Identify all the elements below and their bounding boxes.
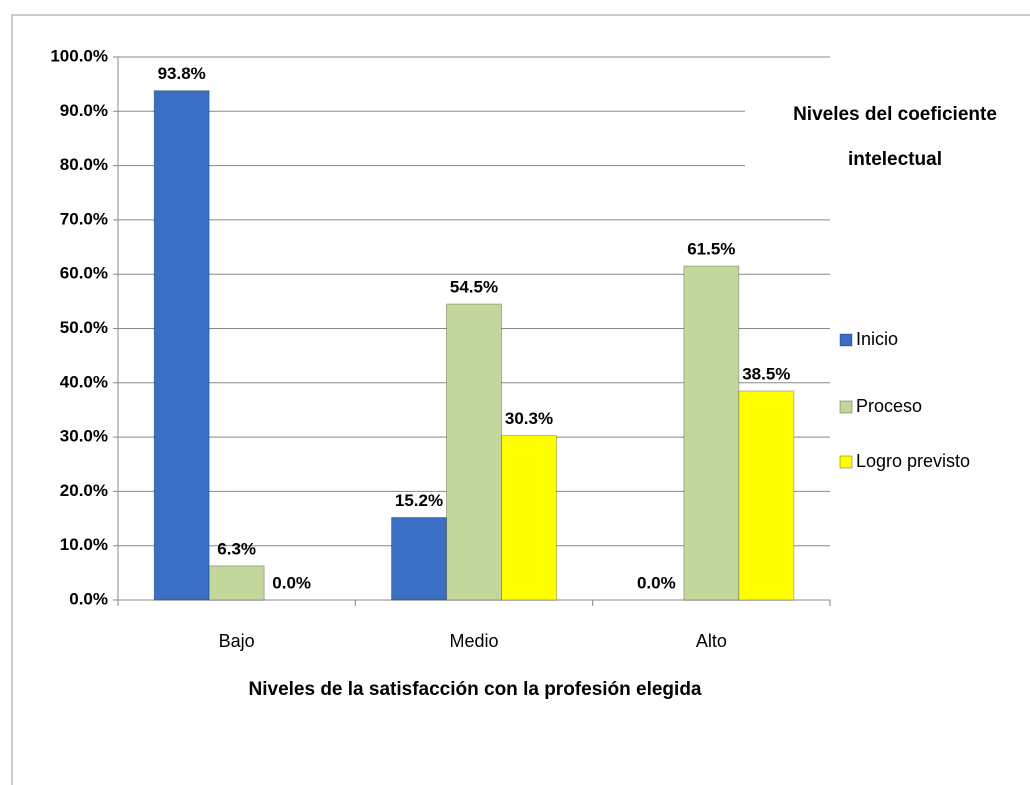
bar xyxy=(391,516,447,601)
legend-swatch xyxy=(839,455,853,469)
y-tick-label: 30.0% xyxy=(60,427,108,446)
legend-swatch xyxy=(839,333,853,347)
y-tick-label: 100.0% xyxy=(50,46,108,65)
y-tick-label: 90.0% xyxy=(60,101,108,120)
legend-label: Logro previsto xyxy=(856,451,970,471)
value-label: 15.2% xyxy=(395,491,443,510)
x-tick-label: Bajo xyxy=(219,631,255,651)
x-tick-label: Medio xyxy=(449,631,498,651)
legend-title: Niveles del coeficiente intelectual xyxy=(745,92,1030,182)
y-tick-label: 0.0% xyxy=(69,589,108,608)
value-label: 0.0% xyxy=(637,573,676,592)
y-tick-label: 10.0% xyxy=(60,535,108,554)
legend-label: Inicio xyxy=(856,329,898,349)
value-label: 54.5% xyxy=(450,278,498,297)
value-label: 6.3% xyxy=(217,539,256,558)
x-tick-label: Alto xyxy=(696,631,727,651)
bar xyxy=(153,90,210,601)
y-tick-label: 40.0% xyxy=(60,372,108,391)
legend-label: Proceso xyxy=(856,396,922,416)
y-tick-label: 50.0% xyxy=(60,318,108,337)
bar xyxy=(501,434,557,601)
value-label: 38.5% xyxy=(742,364,790,383)
chart-frame xyxy=(11,14,1030,785)
bar xyxy=(683,265,740,601)
y-tick-label: 20.0% xyxy=(60,481,108,500)
x-axis-title: Niveles de la satisfacción con la profes… xyxy=(249,679,702,700)
legend-swatch xyxy=(839,400,853,414)
y-tick-label: 60.0% xyxy=(60,264,108,283)
y-tick-label: 80.0% xyxy=(60,155,108,174)
bar xyxy=(208,565,265,601)
value-label: 61.5% xyxy=(687,240,735,259)
value-label: 30.3% xyxy=(505,409,553,428)
bar xyxy=(446,303,502,601)
value-label: 93.8% xyxy=(158,64,206,83)
y-tick-label: 70.0% xyxy=(60,209,108,228)
bar xyxy=(738,390,795,601)
value-label: 0.0% xyxy=(272,573,311,592)
